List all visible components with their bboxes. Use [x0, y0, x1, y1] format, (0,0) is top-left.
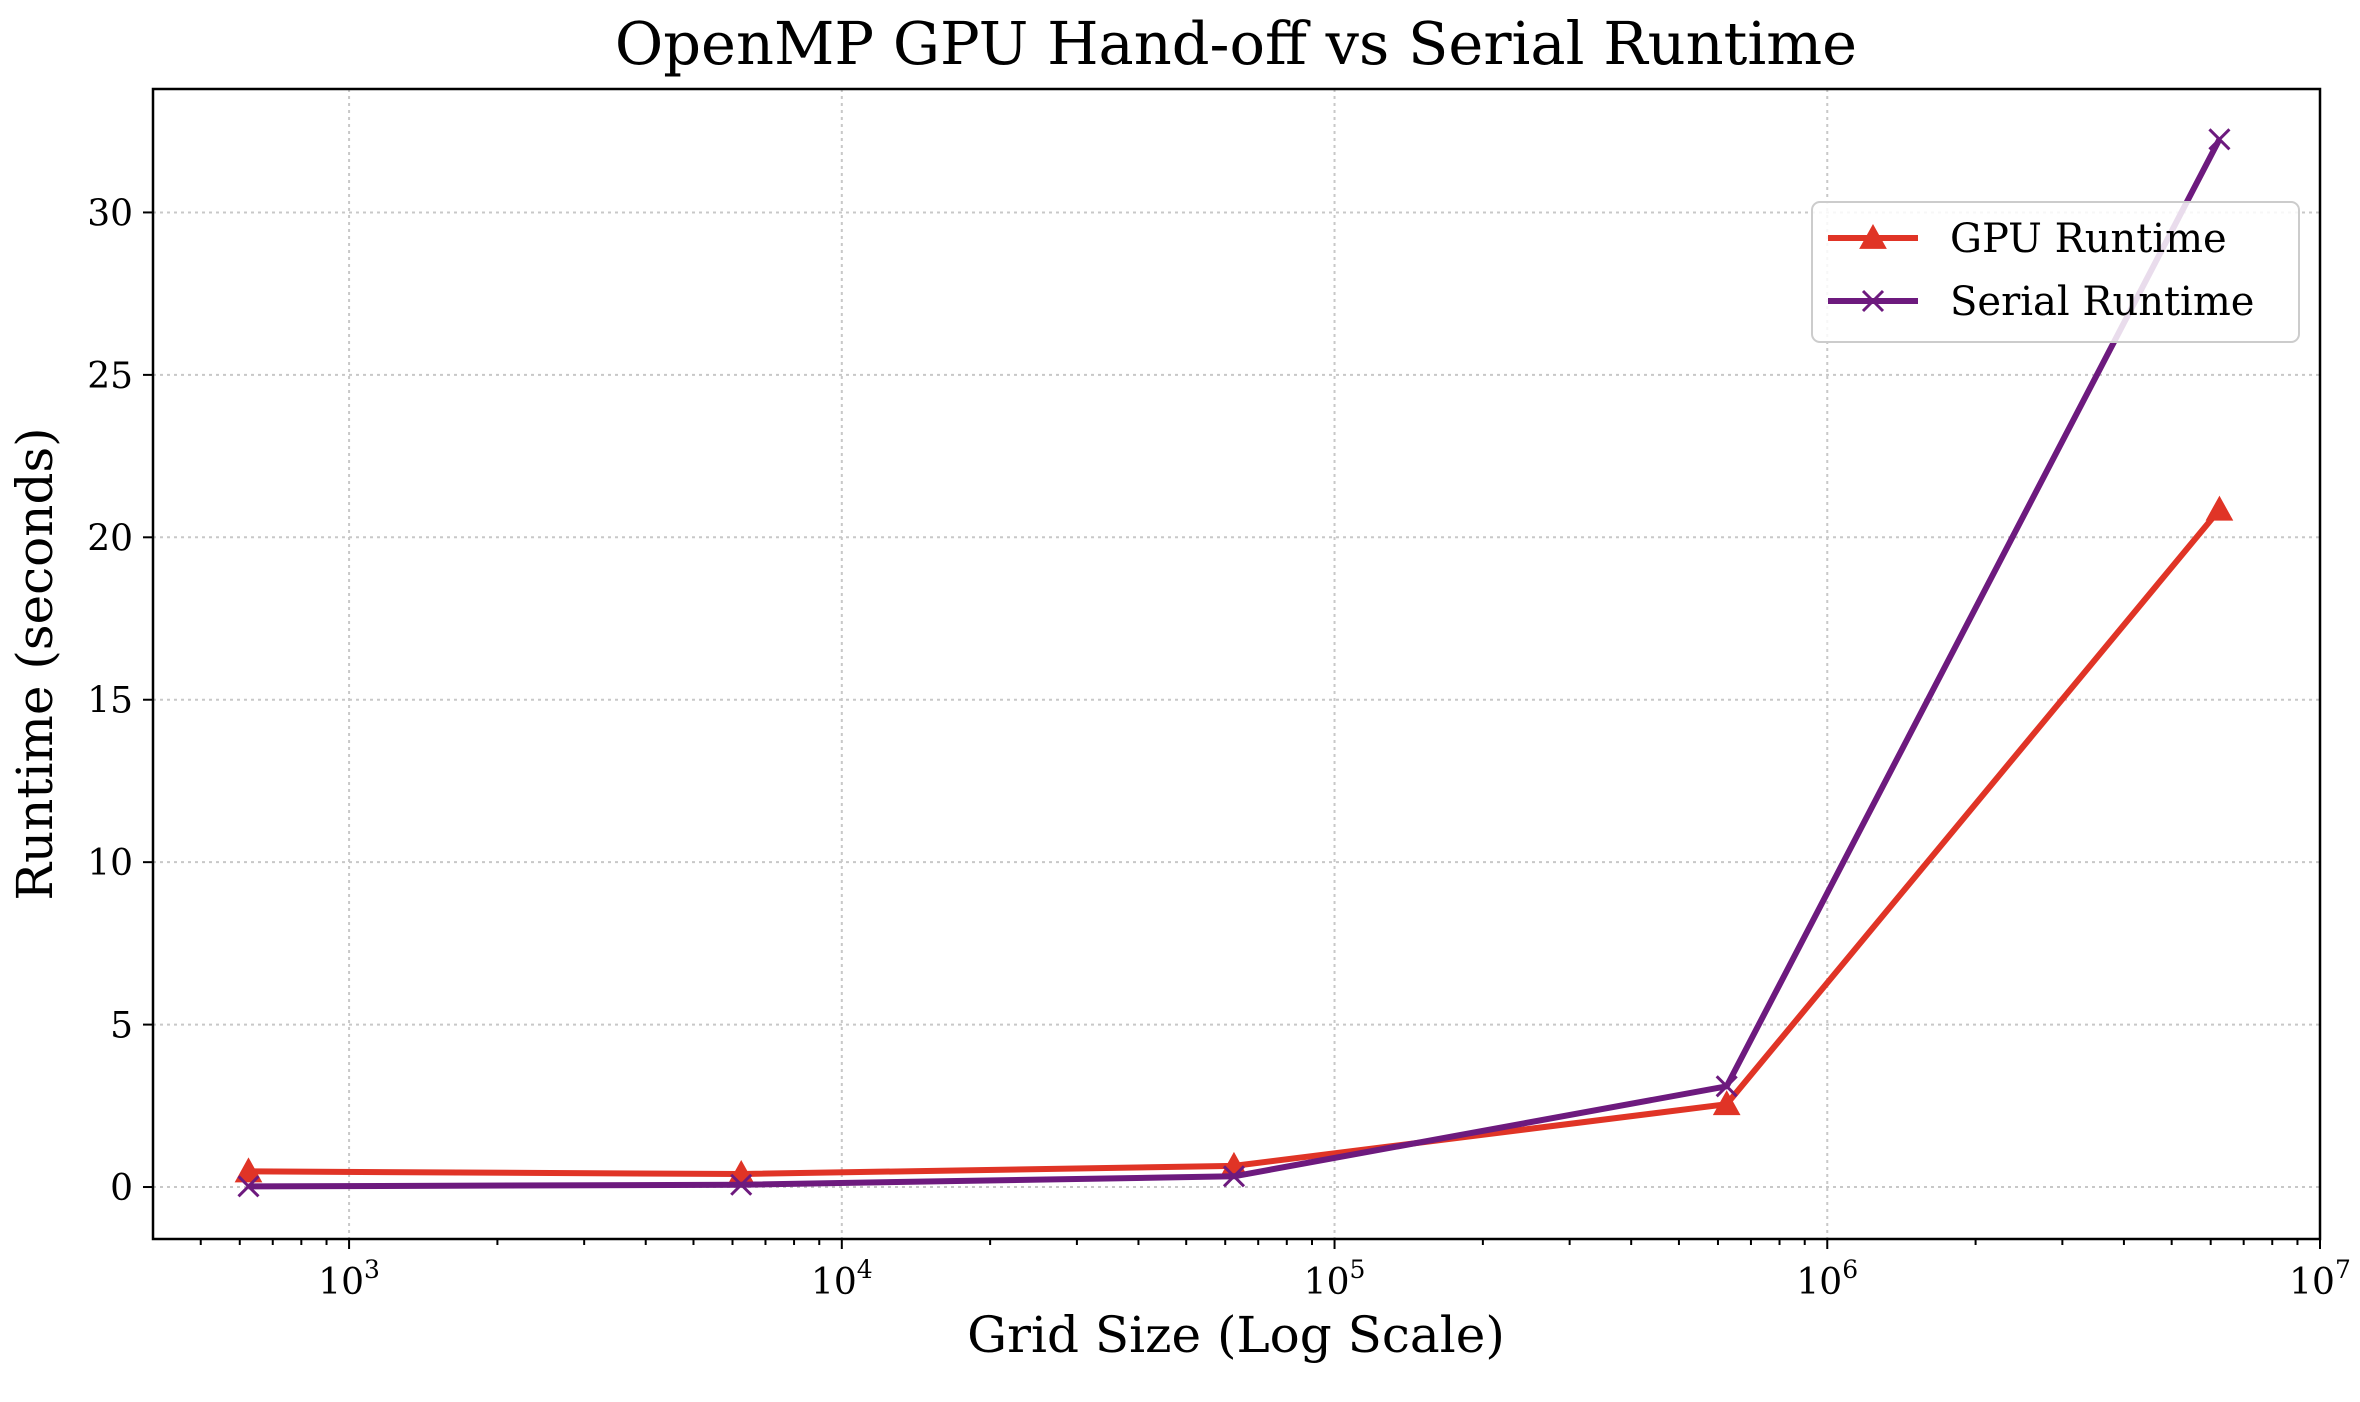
data-point — [1222, 1165, 1246, 1188]
series-gpu-runtime — [234, 495, 2234, 1185]
series-line — [248, 507, 2222, 1177]
x-tick-label: 107 — [2289, 1255, 2351, 1303]
legend-entry: GPU Runtime — [1828, 216, 2227, 262]
x-marker-stroke — [1222, 1165, 1246, 1188]
legend-entry: Serial Runtime — [1828, 279, 2254, 325]
legend-marker — [1859, 223, 1887, 249]
data-point — [2208, 128, 2231, 151]
plot-frame — [151, 87, 2322, 1241]
x-tick-label: 103 — [318, 1255, 380, 1303]
series-layer — [234, 128, 2234, 1198]
data-point — [237, 1175, 260, 1198]
legend-marker — [1861, 289, 1885, 313]
data-point — [234, 1157, 263, 1183]
legend-box — [1811, 201, 2300, 343]
y-axis-label: Runtime (seconds) — [6, 427, 64, 900]
x-axis-label: Grid Size (Log Scale) — [967, 1306, 1505, 1364]
x-marker-stroke — [730, 1173, 753, 1196]
x-tick-label: 105 — [1304, 1255, 1366, 1303]
x-marker-stroke — [1861, 289, 1885, 313]
legend-label: GPU Runtime — [1950, 216, 2227, 262]
series-serial-runtime — [237, 128, 2231, 1198]
x-marker-stroke — [2208, 128, 2231, 151]
data-point — [730, 1173, 753, 1196]
data-point — [1715, 1075, 1738, 1098]
y-tick-label: 0 — [110, 1168, 133, 1209]
y-tick-label: 20 — [87, 518, 133, 559]
data-point — [2205, 495, 2234, 521]
legend-label: Serial Runtime — [1950, 279, 2254, 325]
y-tick-label: 25 — [87, 356, 133, 397]
tick-layer: 103 104 105 106 107 0 5 10 15 20 25 30 — [87, 193, 2351, 1303]
legend: GPU Runtime Serial Runtime — [1811, 201, 2300, 343]
chart-title: OpenMP GPU Hand-off vs Serial Runtime — [615, 9, 1857, 78]
x-tick-label: 106 — [1796, 1255, 1858, 1303]
data-point — [1712, 1090, 1741, 1116]
x-marker-stroke — [1715, 1075, 1738, 1098]
y-tick-label: 15 — [87, 681, 133, 722]
x-marker-stroke — [237, 1175, 260, 1198]
y-tick-label: 30 — [87, 193, 133, 234]
y-tick-label: 10 — [87, 843, 133, 884]
x-tick-label: 104 — [811, 1255, 873, 1303]
y-tick-label: 5 — [110, 1006, 133, 1047]
